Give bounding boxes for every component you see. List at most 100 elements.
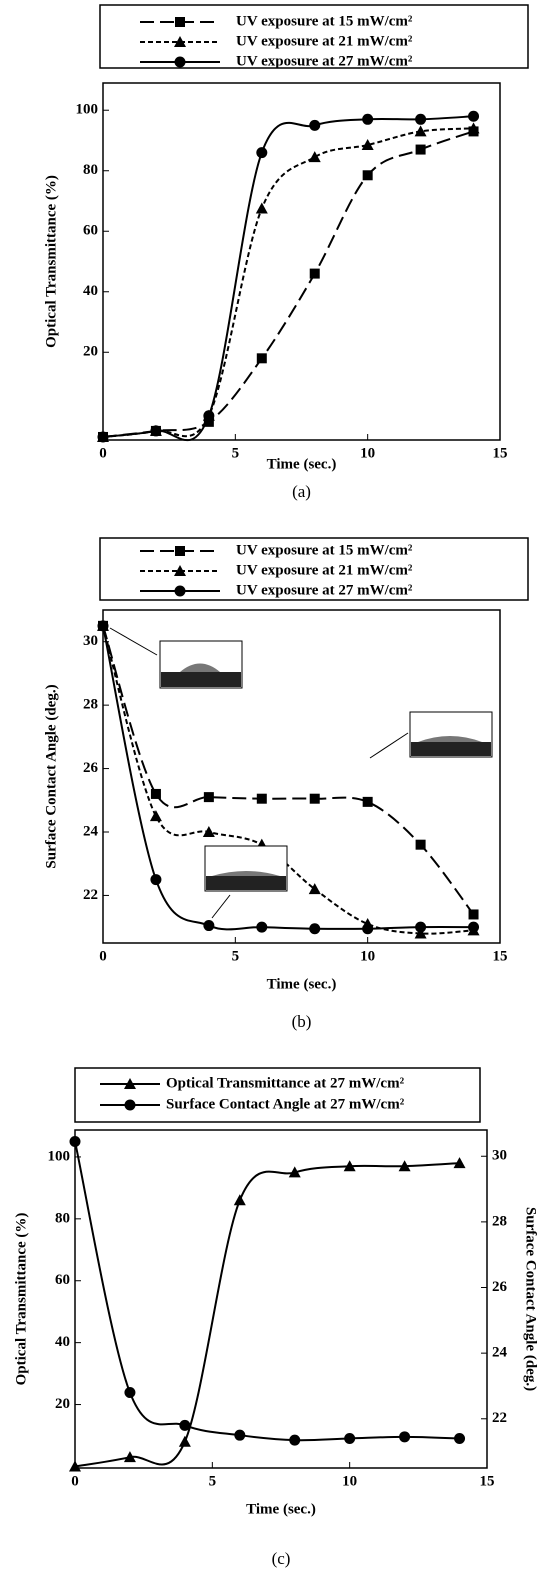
marker: [69, 1135, 81, 1147]
marker: [309, 119, 321, 131]
legend-label: UV exposure at 27 mW/cm²: [236, 53, 413, 69]
marker: [309, 923, 321, 935]
legend-frame: [99, 4, 529, 69]
y2-tick-label: 24: [492, 1345, 508, 1361]
y-tick-label: 100: [76, 102, 99, 118]
substrate: [411, 742, 491, 756]
x-tick-label: 5: [232, 445, 240, 461]
marker: [150, 874, 162, 886]
marker: [233, 1194, 246, 1206]
legend-label: Surface Contact Angle at 27 mW/cm²: [166, 1096, 405, 1112]
caption: (c): [272, 1549, 291, 1568]
x-tick-label: 10: [360, 445, 375, 461]
marker: [203, 920, 215, 932]
y-tick-label: 20: [83, 344, 98, 360]
legend-frame: [74, 1067, 481, 1123]
y-axis-title: Surface Contact Angle (deg.): [43, 684, 59, 868]
legend-marker: [174, 36, 186, 47]
marker: [415, 921, 427, 933]
marker: [344, 1432, 356, 1444]
plot-frame: [74, 1129, 488, 1469]
y-tick-label: 100: [48, 1148, 71, 1164]
y-tick-label: 40: [55, 1334, 70, 1350]
y-tick-label: 20: [55, 1396, 70, 1412]
marker: [308, 883, 321, 895]
pointer: [211, 894, 231, 919]
legend-label: Optical Transmittance at 27 mW/cm²: [166, 1075, 405, 1091]
x-tick-label: 0: [99, 948, 107, 964]
pointer: [109, 627, 158, 656]
legend-marker: [175, 17, 185, 27]
marker: [256, 147, 268, 159]
y-tick-label: 24: [83, 823, 99, 839]
x-tick-label: 15: [480, 1473, 495, 1489]
marker: [97, 620, 109, 632]
caption: (b): [292, 1012, 312, 1031]
marker: [398, 1160, 411, 1172]
marker: [453, 1157, 466, 1169]
marker: [361, 139, 374, 151]
marker: [414, 927, 427, 939]
x-axis-title: Time (sec.): [267, 976, 337, 992]
y2-tick-label: 30: [492, 1148, 507, 1164]
plot-frame: [102, 609, 501, 944]
x-axis-title: Time (sec.): [246, 1501, 316, 1517]
marker: [399, 1431, 411, 1443]
substrate: [161, 672, 241, 687]
y-axis-title: Optical Transmittance (%): [43, 175, 59, 348]
y-tick-label: 80: [55, 1210, 70, 1226]
marker: [256, 793, 267, 804]
legend-label: UV exposure at 21 mW/cm²: [236, 562, 413, 578]
series-line: [74, 1162, 460, 1468]
pointer: [369, 732, 409, 759]
marker: [97, 431, 109, 443]
marker: [150, 788, 161, 799]
marker: [468, 110, 480, 122]
marker: [288, 1166, 301, 1178]
plot-frame: [102, 82, 501, 441]
marker: [123, 1451, 136, 1463]
legend-marker: [124, 1078, 136, 1089]
x-axis-title: Time (sec.): [267, 456, 337, 472]
marker: [467, 122, 480, 134]
marker: [149, 810, 162, 822]
y-tick-label: 60: [83, 223, 98, 239]
caption: (a): [292, 482, 311, 501]
y2-tick-label: 28: [492, 1213, 507, 1229]
y2-tick-label: 26: [492, 1279, 508, 1295]
droplet: [180, 663, 220, 672]
y2-axis-title: Surface Contact Angle (deg.): [523, 1207, 539, 1391]
y-tick-label: 60: [55, 1272, 70, 1288]
marker: [362, 923, 374, 935]
legend-marker: [124, 1099, 136, 1111]
marker: [124, 1387, 136, 1399]
marker: [468, 909, 479, 920]
marker: [415, 113, 427, 125]
marker: [289, 1434, 301, 1446]
legend-marker: [175, 546, 185, 556]
x-tick-label: 10: [342, 1473, 357, 1489]
series-line: [102, 625, 475, 916]
marker: [203, 416, 214, 427]
marker: [178, 1435, 191, 1447]
legend-marker: [174, 56, 186, 68]
legend-label: UV exposure at 15 mW/cm²: [236, 13, 413, 29]
droplet: [418, 736, 482, 742]
y-axis-title: Optical Transmittance (%): [13, 1213, 29, 1386]
marker: [343, 1160, 356, 1172]
marker: [202, 826, 215, 837]
marker: [415, 839, 426, 850]
x-tick-label: 10: [360, 948, 375, 964]
legend-label: UV exposure at 27 mW/cm²: [236, 582, 413, 598]
marker: [256, 353, 267, 364]
y-tick-label: 80: [83, 162, 98, 178]
marker: [414, 125, 427, 137]
y-tick-label: 26: [83, 760, 99, 776]
x-tick-label: 5: [232, 948, 240, 964]
y2-tick-label: 22: [492, 1410, 507, 1426]
marker: [308, 151, 321, 163]
droplet: [212, 871, 280, 876]
y-tick-label: 40: [83, 283, 98, 299]
legend-marker: [174, 565, 186, 576]
